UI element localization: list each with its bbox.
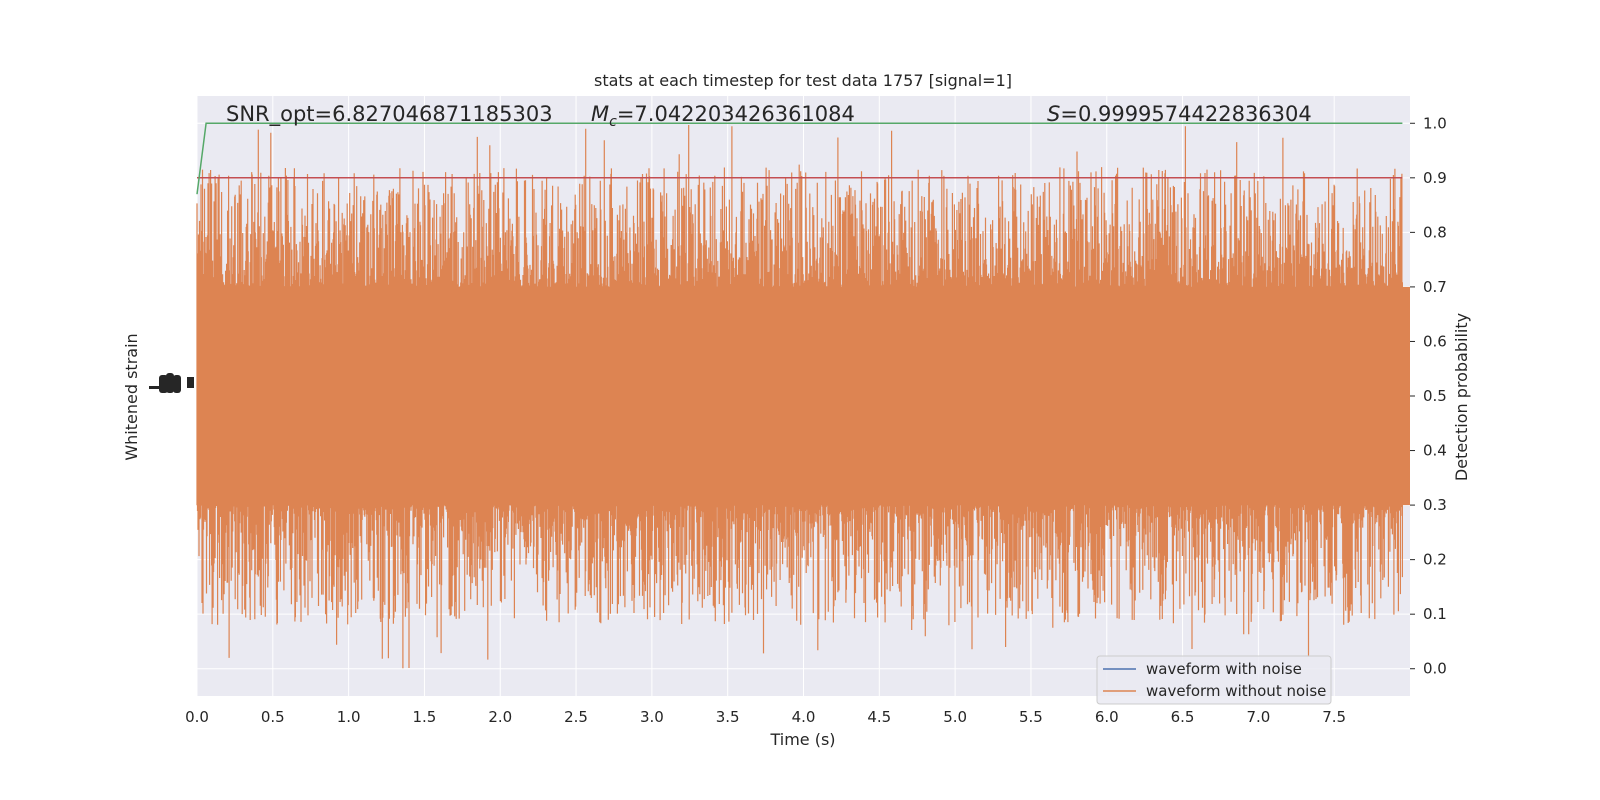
x-tick-label: 3.0 [640,708,664,726]
x-tick-label: 6.5 [1171,708,1195,726]
x-axis-label: Time (s) [769,730,835,749]
y-left-axis-label: Whitened strain [122,333,141,460]
y-right-axis-label: Detection probability [1452,313,1471,481]
y-right-tick-label: 0.3 [1423,496,1447,514]
x-tick-label: 4.0 [792,708,816,726]
x-tick-label: 5.0 [943,708,967,726]
x-axis-ticks: 0.0 0.5 1.0 1.5 2.0 2.5 3.0 3.5 4.0 4.5 5.0 5.5 6.0 6… [185,708,1346,726]
y-right-tick-label: 0.5 [1423,387,1447,405]
stat-annotation: S=0.9999574422836304 [1047,102,1312,126]
waveform-without-noise-line [196,125,1403,669]
x-tick-label: 5.5 [1019,708,1043,726]
legend-label-without-noise: waveform without noise [1146,682,1326,700]
y-right-tick-label: 0.1 [1423,605,1447,623]
mc-value: =7.042203426361084 [617,102,855,126]
x-tick-label: 2.0 [488,708,512,726]
y-right-tick-label: 0.2 [1423,551,1447,569]
y-right-tick-label: 0.6 [1423,332,1447,350]
x-tick-label: 7.5 [1322,708,1346,726]
x-tick-label: 2.5 [564,708,588,726]
s-value: =0.9999574422836304 [1060,102,1311,126]
y-right-tick-label: 1.0 [1423,114,1447,132]
x-tick-label: 4.5 [867,708,891,726]
snr-annotation: SNR_opt=6.827046871185303 [226,102,553,127]
y-left-collapsed-ticks [149,373,194,393]
x-tick-label: 0.0 [185,708,209,726]
x-tick-label: 1.5 [413,708,437,726]
s-symbol: S [1047,102,1060,126]
mc-subscript: c [609,114,617,130]
series-detection-probability [196,122,1403,195]
y-right-tick-label: 0.7 [1423,278,1447,296]
legend-label-with-noise: waveform with noise [1146,660,1302,678]
x-tick-label: 0.5 [261,708,285,726]
chirp-mass-annotation: Mc=7.042203426361084 [591,102,855,130]
x-tick-label: 3.5 [716,708,740,726]
y-right-tick-label: 0.4 [1423,442,1447,460]
detection-probability-line [196,122,1403,195]
chart-title: stats at each timestep for test data 175… [594,71,1012,90]
legend: waveform with noise waveform without noi… [1096,655,1332,705]
y-right-tick-label: 0.8 [1423,223,1447,241]
series-waveform-without-noise [196,125,1410,669]
y-right-tick-label: 0.9 [1423,169,1447,187]
x-tick-label: 7.0 [1246,708,1270,726]
mc-symbol: M [591,102,609,126]
y-right-axis-ticks: 0.0 0.1 0.2 0.3 0.4 0.5 0.6 0.7 0.8 0.9 1.0 [1410,114,1447,678]
y-right-tick-label: 0.0 [1423,660,1447,678]
x-tick-label: 6.0 [1095,708,1119,726]
legend-box [1096,655,1332,705]
x-tick-label: 1.0 [337,708,361,726]
